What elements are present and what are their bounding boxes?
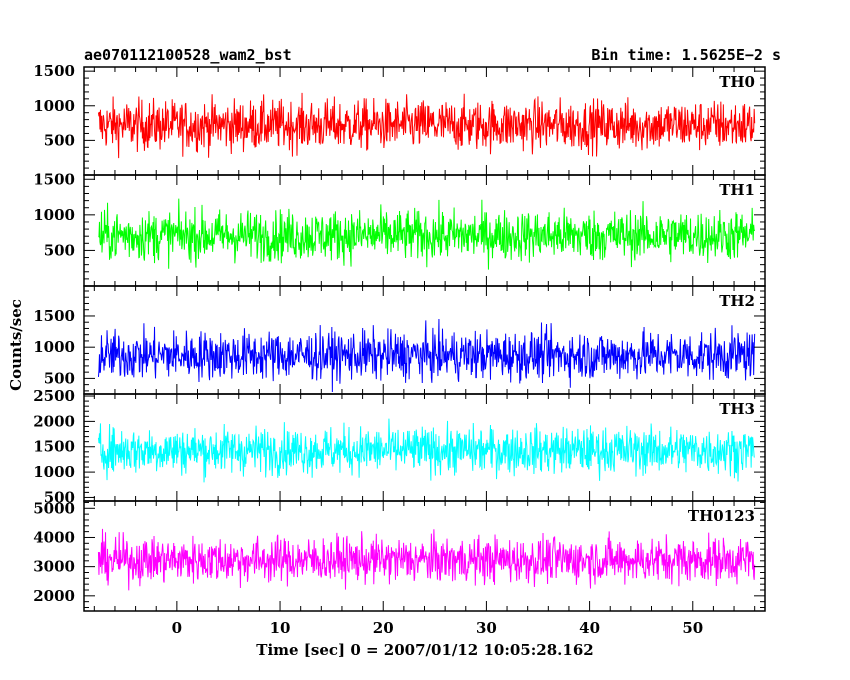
y-tick-label: 1500: [33, 170, 75, 188]
y-tick-label: 5000: [33, 499, 75, 517]
series-line-th0: [97, 92, 756, 159]
y-tick-label: 1500: [33, 62, 75, 80]
panel-th1: 500 1000 1500 TH1: [33, 170, 766, 287]
panel-th3: 500 1000 1500 2000 2500 TH3: [33, 387, 766, 506]
y-tick-label: 500: [44, 241, 75, 259]
y-tick-label: 4000: [33, 528, 75, 546]
y-tick-label: 500: [44, 488, 75, 506]
panels-group: 500 1000 1500 TH0 500 1000 1500 TH1 500 1000 1500 T…: [33, 62, 766, 612]
y-tick-label: 2000: [33, 587, 75, 605]
x-tick-label: 30: [476, 619, 497, 637]
y-tick-label: 1000: [33, 463, 75, 481]
panel-label-th2: TH2: [719, 292, 755, 310]
y-tick-label: 2000: [33, 412, 75, 430]
series-line-th3: [97, 418, 755, 483]
observation-id-title: ae070112100528_wam2_bst: [84, 46, 292, 64]
y-tick-label: 1500: [33, 438, 75, 456]
x-axis: 0 10 20 30 40 50: [172, 619, 704, 637]
panel-label-th0: TH0: [719, 73, 755, 91]
y-axis-label: Counts/sec: [7, 299, 25, 391]
panel-th0123: 2000 3000 4000 5000 TH0123: [33, 499, 766, 612]
x-tick-label: 40: [579, 619, 600, 637]
series-line-th1: [98, 198, 756, 270]
panel-label-th1: TH1: [719, 181, 755, 199]
panel-label-th0123: TH0123: [688, 507, 755, 525]
series-line-th0123: [97, 528, 756, 591]
panel-label-th3: TH3: [719, 400, 755, 418]
series-line-th2: [97, 319, 756, 392]
x-tick-label: 0: [172, 619, 182, 637]
y-tick-label: 2500: [33, 387, 75, 405]
y-tick-label: 1000: [33, 338, 75, 356]
x-tick-label: 10: [270, 619, 291, 637]
panel-th0: 500 1000 1500 TH0: [33, 62, 766, 176]
x-tick-label: 50: [682, 619, 703, 637]
y-tick-label: 1500: [33, 307, 75, 325]
bin-time-label: Bin time: 1.5625E−2 s: [591, 46, 781, 64]
y-tick-label: 3000: [33, 558, 75, 576]
y-tick-label: 1000: [33, 206, 75, 224]
y-tick-label: 500: [44, 131, 75, 149]
x-tick-label: 20: [373, 619, 394, 637]
y-tick-label: 1000: [33, 97, 75, 115]
x-axis-label: Time [sec] 0 = 2007/01/12 10:05:28.162: [256, 641, 593, 659]
panel-th2: 500 1000 1500 TH2: [33, 285, 766, 395]
y-tick-label: 500: [44, 369, 75, 387]
